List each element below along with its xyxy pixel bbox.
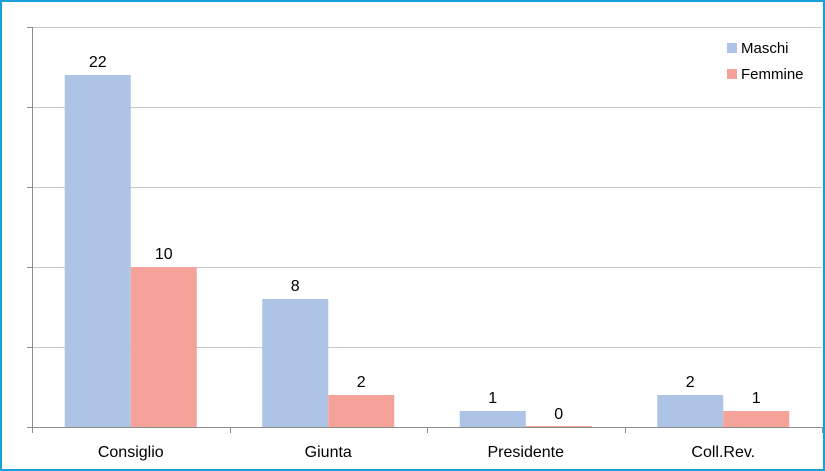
legend-label-maschi: Maschi: [741, 40, 789, 57]
x-tick-label: Consiglio: [98, 444, 164, 461]
data-label: 10: [155, 246, 173, 263]
bar-femmine-consiglio: [130, 267, 197, 427]
axes: Consiglio Giunta Presidente Coll.Rev.: [27, 27, 823, 461]
legend-label-femmine: Femmine: [741, 66, 804, 83]
data-label: 1: [488, 390, 497, 407]
x-tick-label: Coll.Rev.: [691, 444, 755, 461]
data-label: 0: [554, 406, 563, 423]
bar-maschi-giunta: [262, 299, 329, 427]
x-tick-label: Giunta: [305, 444, 352, 461]
bar-maschi-presidente: [459, 411, 526, 427]
legend-swatch-maschi: [727, 43, 737, 53]
legend: Maschi Femmine: [727, 40, 804, 83]
data-label: 2: [686, 374, 695, 391]
bar-femmine-giunta: [328, 395, 395, 427]
bar-maschi-consiglio: [64, 75, 131, 427]
data-label: 1: [752, 390, 761, 407]
bars: [64, 75, 790, 427]
legend-swatch-femmine: [727, 69, 737, 79]
bar-femmine-coll-rev-: [723, 411, 790, 427]
data-label: 2: [357, 374, 366, 391]
data-label: 8: [291, 278, 300, 295]
bar-maschi-coll-rev-: [657, 395, 724, 427]
x-tick-label: Presidente: [488, 444, 565, 461]
data-label: 22: [89, 54, 107, 71]
